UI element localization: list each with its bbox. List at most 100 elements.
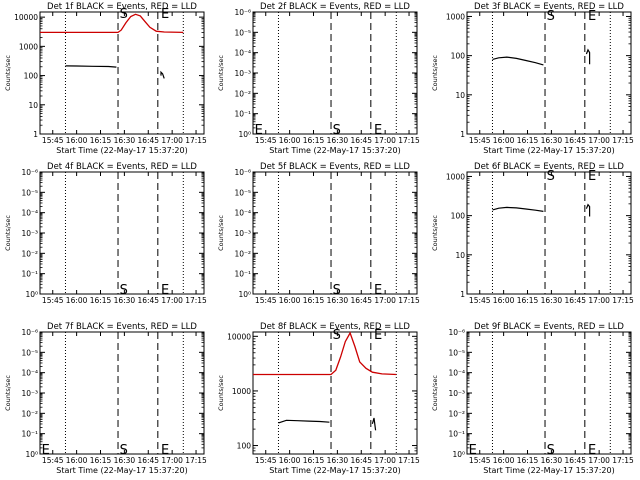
y-tick-label: 10⁻⁴ (21, 209, 38, 218)
y-tick-label: 100 (451, 52, 466, 61)
x-tick-label: 16:15 (90, 136, 112, 145)
panel-title: Det 9f BLACK = Events, RED = LLD (474, 322, 624, 332)
x-tick-label: 17:00 (161, 296, 183, 305)
y-tick-label: 100 (451, 212, 466, 221)
x-tick-label: 17:00 (588, 456, 610, 465)
x-tick-label: 15:45 (255, 136, 277, 145)
y-tick-label: 10⁻⁴ (234, 49, 251, 58)
y-tick-label: 10⁻⁵ (448, 348, 465, 357)
y-tick-label: 10 (28, 101, 38, 110)
y-tick-label: 10⁻³ (21, 389, 38, 398)
y-tick-label: 10⁻² (21, 409, 38, 418)
y-axis-label: Counts/sec (217, 375, 225, 411)
x-tick-label: 16:45 (564, 136, 586, 145)
end-marker: E (588, 9, 596, 24)
x-tick-label: 16:00 (493, 456, 515, 465)
y-tick-label: 10⁻¹ (234, 270, 251, 279)
y-tick-label: 10⁻⁶ (234, 168, 251, 177)
y-tick-label: 10⁻⁶ (21, 168, 38, 177)
y-tick-label: 10⁻⁵ (21, 188, 38, 197)
y-tick-label: 10⁻² (234, 89, 251, 98)
x-axis-label: Start Time (22-May-17 15:37:20) (56, 146, 187, 155)
y-tick-label: 10⁰ (238, 290, 251, 299)
start-marker: S (333, 283, 341, 298)
x-tick-label: 16:45 (564, 456, 586, 465)
y-tick-label: 10⁻⁶ (234, 8, 251, 17)
y-tick-label: 10⁻³ (234, 229, 251, 238)
x-tick-label: 16:15 (517, 136, 539, 145)
plot-frame (466, 171, 632, 295)
y-tick-label: 10⁻² (448, 409, 465, 418)
start-marker: S (333, 328, 341, 343)
x-tick-label: 16:15 (517, 296, 539, 305)
start-marker: S (120, 283, 128, 298)
x-tick-label: 16:15 (303, 456, 325, 465)
x-tick-label: 16:30 (541, 136, 563, 145)
y-tick-label: 10⁻³ (234, 69, 251, 78)
end-marker: E (374, 123, 382, 138)
x-tick-label: 16:15 (303, 136, 325, 145)
x-tick-label: 16:45 (564, 296, 586, 305)
y-tick-label: 1000 (446, 12, 465, 21)
y-tick-label: 1000 (446, 172, 465, 181)
y-tick-label: 10⁻³ (21, 229, 38, 238)
x-tick-label: 16:30 (327, 296, 349, 305)
plot-frame (252, 11, 418, 135)
y-axis-label: Counts/sec (431, 375, 439, 411)
x-tick-label: 17:15 (185, 296, 207, 305)
start-marker: S (547, 9, 555, 24)
end-marker: E (161, 283, 169, 298)
x-tick-label: 16:15 (303, 296, 325, 305)
x-tick-label: 16:30 (541, 296, 563, 305)
x-axis-label: Start Time (22-May-17 15:37:20) (269, 146, 400, 155)
x-tick-label: 16:00 (66, 456, 88, 465)
x-tick-label: 17:00 (588, 296, 610, 305)
x-tick-label: 17:00 (161, 456, 183, 465)
plot-frame (466, 11, 632, 135)
x-tick-label: 15:45 (255, 296, 277, 305)
x-tick-label: 17:15 (398, 296, 420, 305)
x-axis-label: Start Time (22-May-17 15:37:20) (56, 466, 187, 475)
y-tick-label: 1 (33, 130, 38, 139)
y-axis-label: Counts/sec (217, 55, 225, 91)
y-tick-label: 100 (237, 442, 252, 451)
x-tick-label: 17:15 (185, 136, 207, 145)
x-tick-label: 17:00 (161, 136, 183, 145)
x-tick-label: 17:15 (398, 136, 420, 145)
start-marker: S (547, 443, 555, 458)
start-marker: S (120, 443, 128, 458)
y-tick-label: 10⁻⁴ (21, 369, 38, 378)
lld-series-line (40, 13, 184, 34)
y-tick-label: 1 (460, 130, 465, 139)
y-tick-label: 10⁻¹ (448, 430, 465, 439)
y-axis-label: Counts/sec (4, 215, 12, 251)
y-tick-label: 10000 (227, 332, 251, 341)
y-tick-label: 10⁻¹ (21, 430, 38, 439)
end-marker: E (374, 328, 382, 343)
plot-frame (252, 171, 418, 295)
y-tick-label: 10⁻⁵ (234, 28, 251, 37)
plot-frame (252, 331, 418, 455)
x-tick-label: 17:15 (612, 296, 634, 305)
y-tick-label: 1000 (19, 42, 38, 51)
y-tick-label: 10⁻⁴ (448, 369, 465, 378)
x-tick-label: 17:00 (374, 136, 396, 145)
x-tick-label: 15:45 (469, 296, 491, 305)
x-tick-label: 16:00 (279, 136, 301, 145)
x-tick-label: 17:15 (612, 136, 634, 145)
x-tick-label: 17:15 (185, 456, 207, 465)
y-tick-label: 10000 (14, 13, 38, 22)
x-tick-label: 15:45 (42, 456, 64, 465)
plot-frame (39, 331, 205, 455)
y-tick-label: 10⁰ (452, 450, 465, 459)
end-marker: E (588, 169, 596, 184)
x-tick-label: 16:15 (90, 456, 112, 465)
x-tick-label: 16:30 (114, 136, 136, 145)
y-axis-label: Counts/sec (217, 215, 225, 251)
x-tick-label: 17:15 (612, 456, 634, 465)
